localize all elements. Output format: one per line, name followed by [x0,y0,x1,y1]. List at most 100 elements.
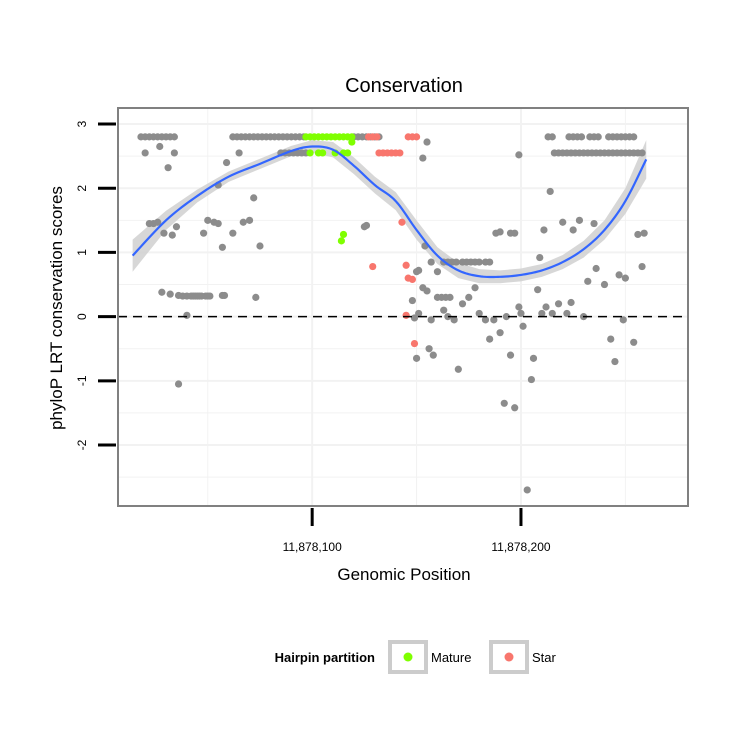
x-axis-title: Genomic Position [337,565,470,584]
point-other [166,290,174,298]
point-other [362,221,371,230]
point-other [433,293,442,301]
point-other [229,229,237,237]
data-points [137,133,648,494]
point-mature [344,149,352,157]
y-tick-label: -2 [75,439,89,450]
point-other [569,226,577,234]
point-other [490,316,498,324]
point-other [429,351,437,359]
point-other [481,316,490,324]
point-other [529,354,538,362]
point-other [160,229,168,237]
point-other [475,309,483,318]
point-other [419,154,427,162]
point-other [536,253,544,262]
point-star [396,149,404,157]
point-mature [348,133,356,141]
point-other [630,133,638,141]
x-tick-label: 11,878,200 [491,540,550,554]
point-other [621,274,629,282]
point-other [548,309,556,318]
point-other [527,375,536,384]
point-other [590,219,598,228]
legend-dot-star [504,652,514,662]
point-mature [348,138,356,146]
y-tick-label: 1 [75,249,89,256]
y-tick-label: 2 [75,185,89,192]
point-other [170,133,178,141]
point-other [450,316,458,324]
point-other [425,345,433,353]
point-other [630,338,638,346]
plot-background [118,108,688,506]
point-other [607,335,615,343]
point-other [440,306,448,314]
point-other [634,230,642,239]
point-star [373,133,381,141]
plot-frame [117,107,689,507]
point-other [465,293,473,301]
point-other [454,365,462,373]
point-other [517,309,525,318]
point-other [154,218,162,226]
legend-title: Hairpin partition [275,650,375,665]
point-other [141,149,149,157]
point-other [168,231,176,239]
point-other [548,133,556,141]
point-other [640,229,648,237]
point-other [433,268,442,276]
chart-title: Conservation [345,75,463,97]
point-other [235,149,243,157]
point-other [452,258,460,266]
point-other [471,284,479,292]
point-other [446,293,454,301]
point-mature [319,149,327,157]
point-other [594,133,602,141]
point-other [415,309,423,318]
legend: Hairpin partition Mature Star [275,640,557,674]
point-other [423,287,431,295]
point-star [408,275,416,283]
y-axis: -2 -1 0 1 2 3 [75,120,116,450]
y-tick-label: -1 [75,375,89,386]
point-star [410,339,419,348]
point-other [408,296,416,305]
point-other [250,194,258,202]
point-other [500,399,508,407]
plot-border [117,107,689,507]
point-other [252,293,260,301]
plot-panel [118,108,688,506]
point-other [523,486,531,494]
smooth-line [131,145,648,279]
point-other [427,258,435,266]
point-other [444,313,452,321]
point-other [164,164,172,172]
x-tick-label: 11,878,100 [283,540,342,554]
point-other [256,242,264,250]
point-other [515,303,523,311]
point-other [592,264,600,273]
point-other [546,187,554,196]
point-other [575,216,584,224]
point-mature [306,149,314,157]
point-other [156,142,164,151]
point-other [600,280,609,289]
point-other [534,286,542,294]
point-other [542,303,550,311]
point-other [554,300,563,308]
point-star [402,261,410,269]
legend-label-star: Star [532,650,557,665]
point-other [218,243,226,251]
point-other [502,313,510,321]
legend-label-mature: Mature [431,650,471,665]
y-tick-label: 3 [75,120,89,127]
y-tick-label: 0 [75,313,89,320]
point-other [577,133,586,141]
legend-dot-mature [403,652,413,662]
point-other [204,216,212,224]
point-other [206,292,214,300]
point-other [486,335,494,343]
point-other [423,138,431,146]
